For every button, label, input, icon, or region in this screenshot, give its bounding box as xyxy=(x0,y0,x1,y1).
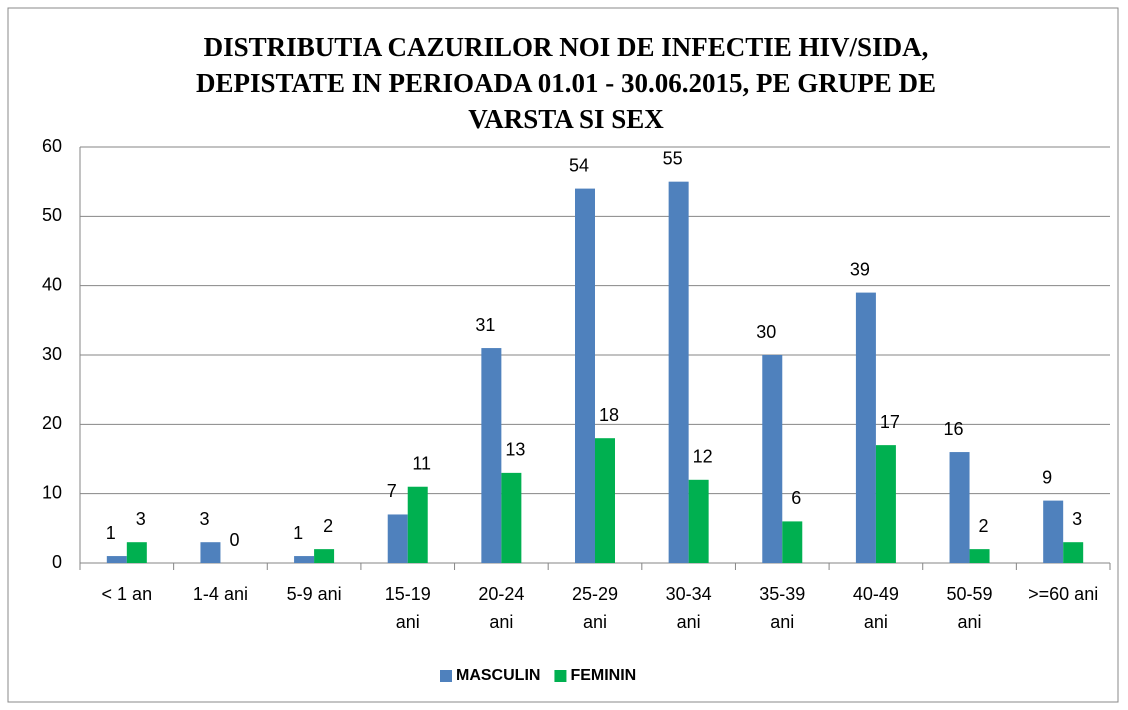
bar xyxy=(782,521,803,563)
chart-title: DISTRIBUTIA CAZURILOR NOI DE INFECTIE HI… xyxy=(204,32,929,62)
x-tick-label-line: ani xyxy=(583,612,607,632)
bar xyxy=(200,542,221,563)
bar xyxy=(969,549,990,563)
x-tick-label: 35-39 ani xyxy=(759,584,805,632)
legend-swatch xyxy=(440,670,452,682)
x-tick-label: 1-4 ani xyxy=(193,584,248,604)
data-label: 54 xyxy=(569,155,589,175)
legend-swatch xyxy=(554,670,567,682)
bar xyxy=(762,355,783,563)
data-label: 39 xyxy=(850,259,870,279)
data-label: 17 xyxy=(880,412,900,432)
bar xyxy=(314,549,335,563)
bar xyxy=(294,556,315,563)
chart-title: VARSTA SI SEX xyxy=(468,104,664,134)
data-label: 12 xyxy=(693,447,713,467)
x-tick-label-line: 15-19 xyxy=(385,584,431,604)
x-tick-label-line: ani xyxy=(396,612,420,632)
bar xyxy=(106,556,127,563)
data-label: 6 xyxy=(791,488,801,508)
data-label: 2 xyxy=(323,516,333,536)
bar xyxy=(387,514,408,563)
legend-label: FEMININ xyxy=(570,667,636,684)
data-label: 1 xyxy=(106,523,116,543)
x-tick-label: 25-29 ani xyxy=(572,584,618,632)
x-tick-label-line: ani xyxy=(770,612,794,632)
x-tick-label: 20-24 ani xyxy=(478,584,524,632)
bar xyxy=(875,445,896,563)
bar xyxy=(668,181,689,563)
data-label: 3 xyxy=(136,509,146,529)
data-label: 11 xyxy=(412,453,431,473)
bar xyxy=(1043,500,1064,563)
x-tick-label: < 1 an xyxy=(102,584,153,604)
bar xyxy=(407,486,428,563)
bar xyxy=(855,292,876,563)
y-tick-label: 20 xyxy=(42,413,62,433)
y-tick-label: 60 xyxy=(42,136,62,156)
data-label: 13 xyxy=(505,440,525,460)
data-label: 18 xyxy=(599,405,619,425)
x-tick-label: 50-59 ani xyxy=(947,584,993,632)
y-tick-label: 40 xyxy=(42,274,62,294)
bar xyxy=(688,479,709,563)
data-label: 0 xyxy=(229,530,239,550)
data-label: 31 xyxy=(475,315,495,335)
x-tick-label: 30-34 ani xyxy=(666,584,712,632)
data-label: 3 xyxy=(199,509,209,529)
x-tick-label: 5-9 ani xyxy=(287,584,342,604)
bar xyxy=(1063,542,1084,563)
data-label: 9 xyxy=(1042,467,1052,487)
x-tick-label-line: 40-49 xyxy=(853,584,899,604)
bar xyxy=(501,472,522,563)
x-tick-label: 15-19 ani xyxy=(385,584,431,632)
data-label: 7 xyxy=(387,481,397,501)
x-tick-label: 40-49 ani xyxy=(853,584,899,632)
data-label: 30 xyxy=(756,322,776,342)
x-tick-label-line: 25-29 xyxy=(572,584,618,604)
data-label: 16 xyxy=(944,419,964,439)
data-label: 2 xyxy=(979,516,989,536)
x-tick-label-line: 30-34 xyxy=(666,584,712,604)
legend-label: MASCULIN xyxy=(456,667,540,684)
bar xyxy=(126,542,147,563)
y-tick-label: 10 xyxy=(42,482,62,502)
y-tick-label: 30 xyxy=(42,344,62,364)
x-tick-label-line: ani xyxy=(864,612,888,632)
data-label: 3 xyxy=(1072,509,1082,529)
bar xyxy=(481,348,502,563)
x-tick-label-line: 35-39 xyxy=(759,584,805,604)
data-label: 55 xyxy=(663,148,683,168)
bar xyxy=(949,452,970,563)
x-tick-label: >=60 ani xyxy=(1028,584,1098,604)
x-tick-label-line: ani xyxy=(489,612,513,632)
chart-title: DEPISTATE IN PERIOADA 01.01 - 30.06.2015… xyxy=(196,68,936,98)
data-label: 1 xyxy=(293,523,303,543)
x-tick-label-line: 50-59 xyxy=(947,584,993,604)
y-tick-label: 50 xyxy=(42,205,62,225)
bar xyxy=(575,188,595,563)
x-tick-label-line: ani xyxy=(677,612,701,632)
x-tick-label-line: ani xyxy=(958,612,982,632)
bar xyxy=(595,438,615,563)
y-tick-label: 0 xyxy=(52,552,62,572)
x-tick-label-line: 20-24 xyxy=(478,584,524,604)
